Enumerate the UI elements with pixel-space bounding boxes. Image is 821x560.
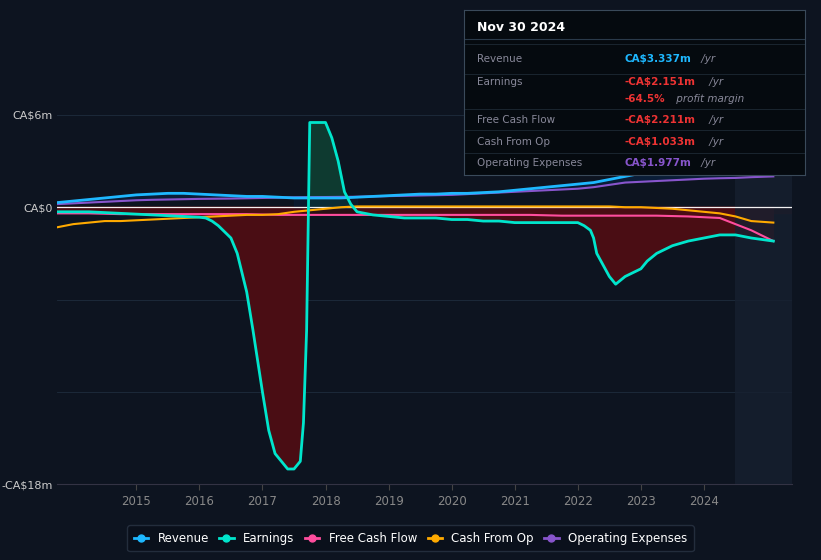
Text: /yr: /yr	[706, 137, 723, 147]
Text: Operating Expenses: Operating Expenses	[478, 158, 583, 168]
Text: /yr: /yr	[706, 77, 723, 87]
Text: Revenue: Revenue	[478, 54, 523, 64]
Text: CA$3.337m: CA$3.337m	[624, 54, 691, 64]
Text: -CA$1.033m: -CA$1.033m	[624, 137, 695, 147]
Text: /yr: /yr	[706, 115, 723, 125]
Text: /yr: /yr	[698, 158, 715, 168]
Text: -64.5%: -64.5%	[624, 94, 665, 104]
Bar	[57, 207, 792, 213]
Text: Free Cash Flow: Free Cash Flow	[478, 115, 556, 125]
Text: CA$1.977m: CA$1.977m	[624, 158, 691, 168]
Text: profit margin: profit margin	[673, 94, 745, 104]
Legend: Revenue, Earnings, Free Cash Flow, Cash From Op, Operating Expenses: Revenue, Earnings, Free Cash Flow, Cash …	[127, 525, 694, 551]
Text: Nov 30 2024: Nov 30 2024	[478, 21, 566, 34]
Text: Cash From Op: Cash From Op	[478, 137, 551, 147]
Text: -CA$2.151m: -CA$2.151m	[624, 77, 695, 87]
Text: Earnings: Earnings	[478, 77, 523, 87]
Bar	[736, 84, 792, 484]
Text: /yr: /yr	[698, 54, 715, 64]
Text: -CA$2.211m: -CA$2.211m	[624, 115, 695, 125]
